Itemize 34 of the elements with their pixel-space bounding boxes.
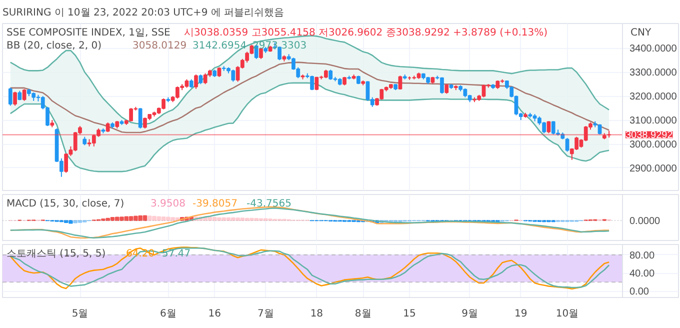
y-tick-label: 80.00 [630,250,655,262]
y-tick-label: 2900.0000 [630,163,678,174]
annotation: -43.7565 [246,198,292,210]
y-axis-title: CNY [630,28,652,38]
annotation: 57.47 [162,248,191,260]
annotation: 3142.6954 [192,40,247,52]
y-tick-label: 0.00 [630,286,650,298]
x-tick-label: 9월 [462,308,478,320]
ref-line-label: 0.0000 [630,216,661,227]
x-tick-label: 16 [208,308,221,320]
x-tick-label: 19 [514,308,528,320]
annotation: SSE COMPOSITE INDEX, 1일, SSE [6,28,170,38]
annotation: MACD (15, 30, close, 7) [6,198,124,210]
chart-title: SURIRING 이 10월 23, 2022 20:03 UTC+9 에 퍼블리쉬했음 [2,8,284,18]
y-tick-label: 3300.0000 [630,68,678,79]
x-tick-label: 15 [403,308,416,320]
x-tick-label: 5월 [72,308,88,320]
y-tick-label: 40.00 [630,268,655,280]
x-tick-label: 6월 [160,308,176,320]
x-tick-label: 10월 [556,308,579,320]
ref-line-label: 3038.9292 [626,130,674,142]
y-tick-label: 3000.0000 [630,140,678,151]
annotation: -39.8057 [192,198,238,210]
annotation: 3.9508 [150,198,186,210]
x-tick-label: 18 [310,308,324,320]
y-tick-label: 3200.0000 [630,92,678,103]
y-tick-label: 3100.0000 [630,116,678,127]
annotation: 스토캐스틱 (15, 5, 5) [6,248,106,260]
annotation: 시3038.0359 고3055.4158 저3026.9602 종3038.9292 +3.8789 (+0.13%) [184,28,548,38]
x-tick-label: 8월 [354,308,372,320]
y-tick-label: 3400.0000 [630,44,678,55]
x-tick-label: 7월 [257,308,274,320]
annotation: BB (20, close, 2, 0) [6,40,102,52]
annotation: 3058.0129 [132,40,187,52]
